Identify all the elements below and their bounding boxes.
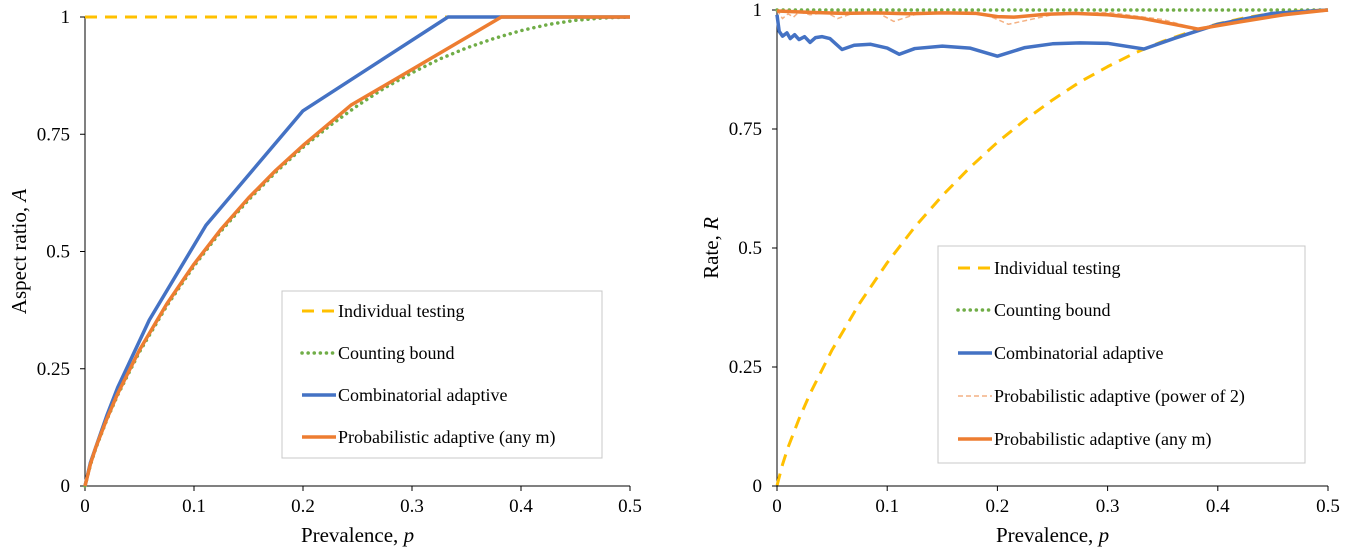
x-tick-label: 0.5 [618,496,642,517]
x-tick-label: 0 [772,496,782,517]
x-tick-label: 0.2 [986,496,1010,517]
right-chart-panel: 0 0.1 0.2 0.3 0.4 0.5 0 0.25 0.5 0.75 1 Prevalence,… [699,0,1340,547]
legend-label-counting-bound: Counting bound [338,343,455,363]
series-line-probabilistic-adaptive-power-of-2 [776,9,1329,30]
x-tick-label: 0.5 [1316,496,1340,517]
x-tick-label: 0.1 [875,496,899,517]
legend-label-probabilistic-adaptive-any-m: Probabilistic adaptive (any m) [994,429,1211,450]
y-tick-label: 0 [61,476,71,497]
x-tick-label: 0.3 [400,496,424,517]
legend-label-counting-bound: Counting bound [994,300,1111,320]
chart-legend: Individual testing Counting bound Combinat… [281,290,603,459]
y-tick-label: 0 [753,476,763,497]
left-chart-panel: 0 0.1 0.2 0.3 0.4 0.5 0 0.25 0.5 0.75 1 Prevalence,… [7,7,642,547]
x-axis-label-text: Prevalence, [996,523,1099,547]
y-axis-label-variable: R [699,217,723,231]
y-tick-label: 0.75 [729,119,762,140]
x-tick-label: 0 [80,496,90,517]
y-axis-label-text: Rate, [699,230,723,279]
legend-label-combinatorial-adaptive: Combinatorial adaptive [994,343,1163,363]
y-tick-label: 0.25 [729,357,762,378]
y-tick-label: 1 [753,0,763,21]
y-tick-label: 0.75 [37,124,70,145]
y-axis-label-text: Aspect ratio, [7,202,31,315]
legend-label-combinatorial-adaptive: Combinatorial adaptive [338,385,507,405]
y-axis-label: Aspect ratio, A [7,189,31,315]
legend-box [281,290,603,459]
legend-label-probabilistic-adaptive-any-m: Probabilistic adaptive (any m) [338,427,555,448]
series-line-combinatorial-adaptive [775,8,1329,58]
y-tick-label: 0.5 [738,238,762,259]
x-tick-label: 0.2 [291,496,315,517]
legend-label-individual-testing: Individual testing [994,258,1120,278]
series-line-probabilistic-adaptive-any-m [776,8,1329,31]
y-axis-label-variable: A [7,189,31,204]
x-axis-label: Prevalence, p [996,523,1109,547]
x-tick-label: 0.4 [509,496,533,517]
y-tick-label: 0.5 [46,242,70,263]
y-tick-label: 1 [61,7,71,28]
x-axis-label-variable: p [402,523,415,547]
x-axis-label-text: Prevalence, [301,523,404,547]
x-axis-label: Prevalence, p [301,523,414,547]
x-tick-label: 0.1 [182,496,206,517]
series-line-probabilistic-adaptive-any-m [83,15,630,487]
legend-label-probabilistic-adaptive-power-of-2: Probabilistic adaptive (power of 2) [994,386,1245,407]
y-axis-label: Rate, R [699,217,723,279]
x-axis-label-variable: p [1097,523,1110,547]
chart-legend: Individual testing Counting bound Combinat… [937,245,1306,464]
legend-box [937,245,1306,464]
x-tick-label: 0.3 [1096,496,1120,517]
legend-label-individual-testing: Individual testing [338,301,464,321]
y-tick-label: 0.25 [37,359,70,380]
x-tick-label: 0.4 [1206,496,1230,517]
